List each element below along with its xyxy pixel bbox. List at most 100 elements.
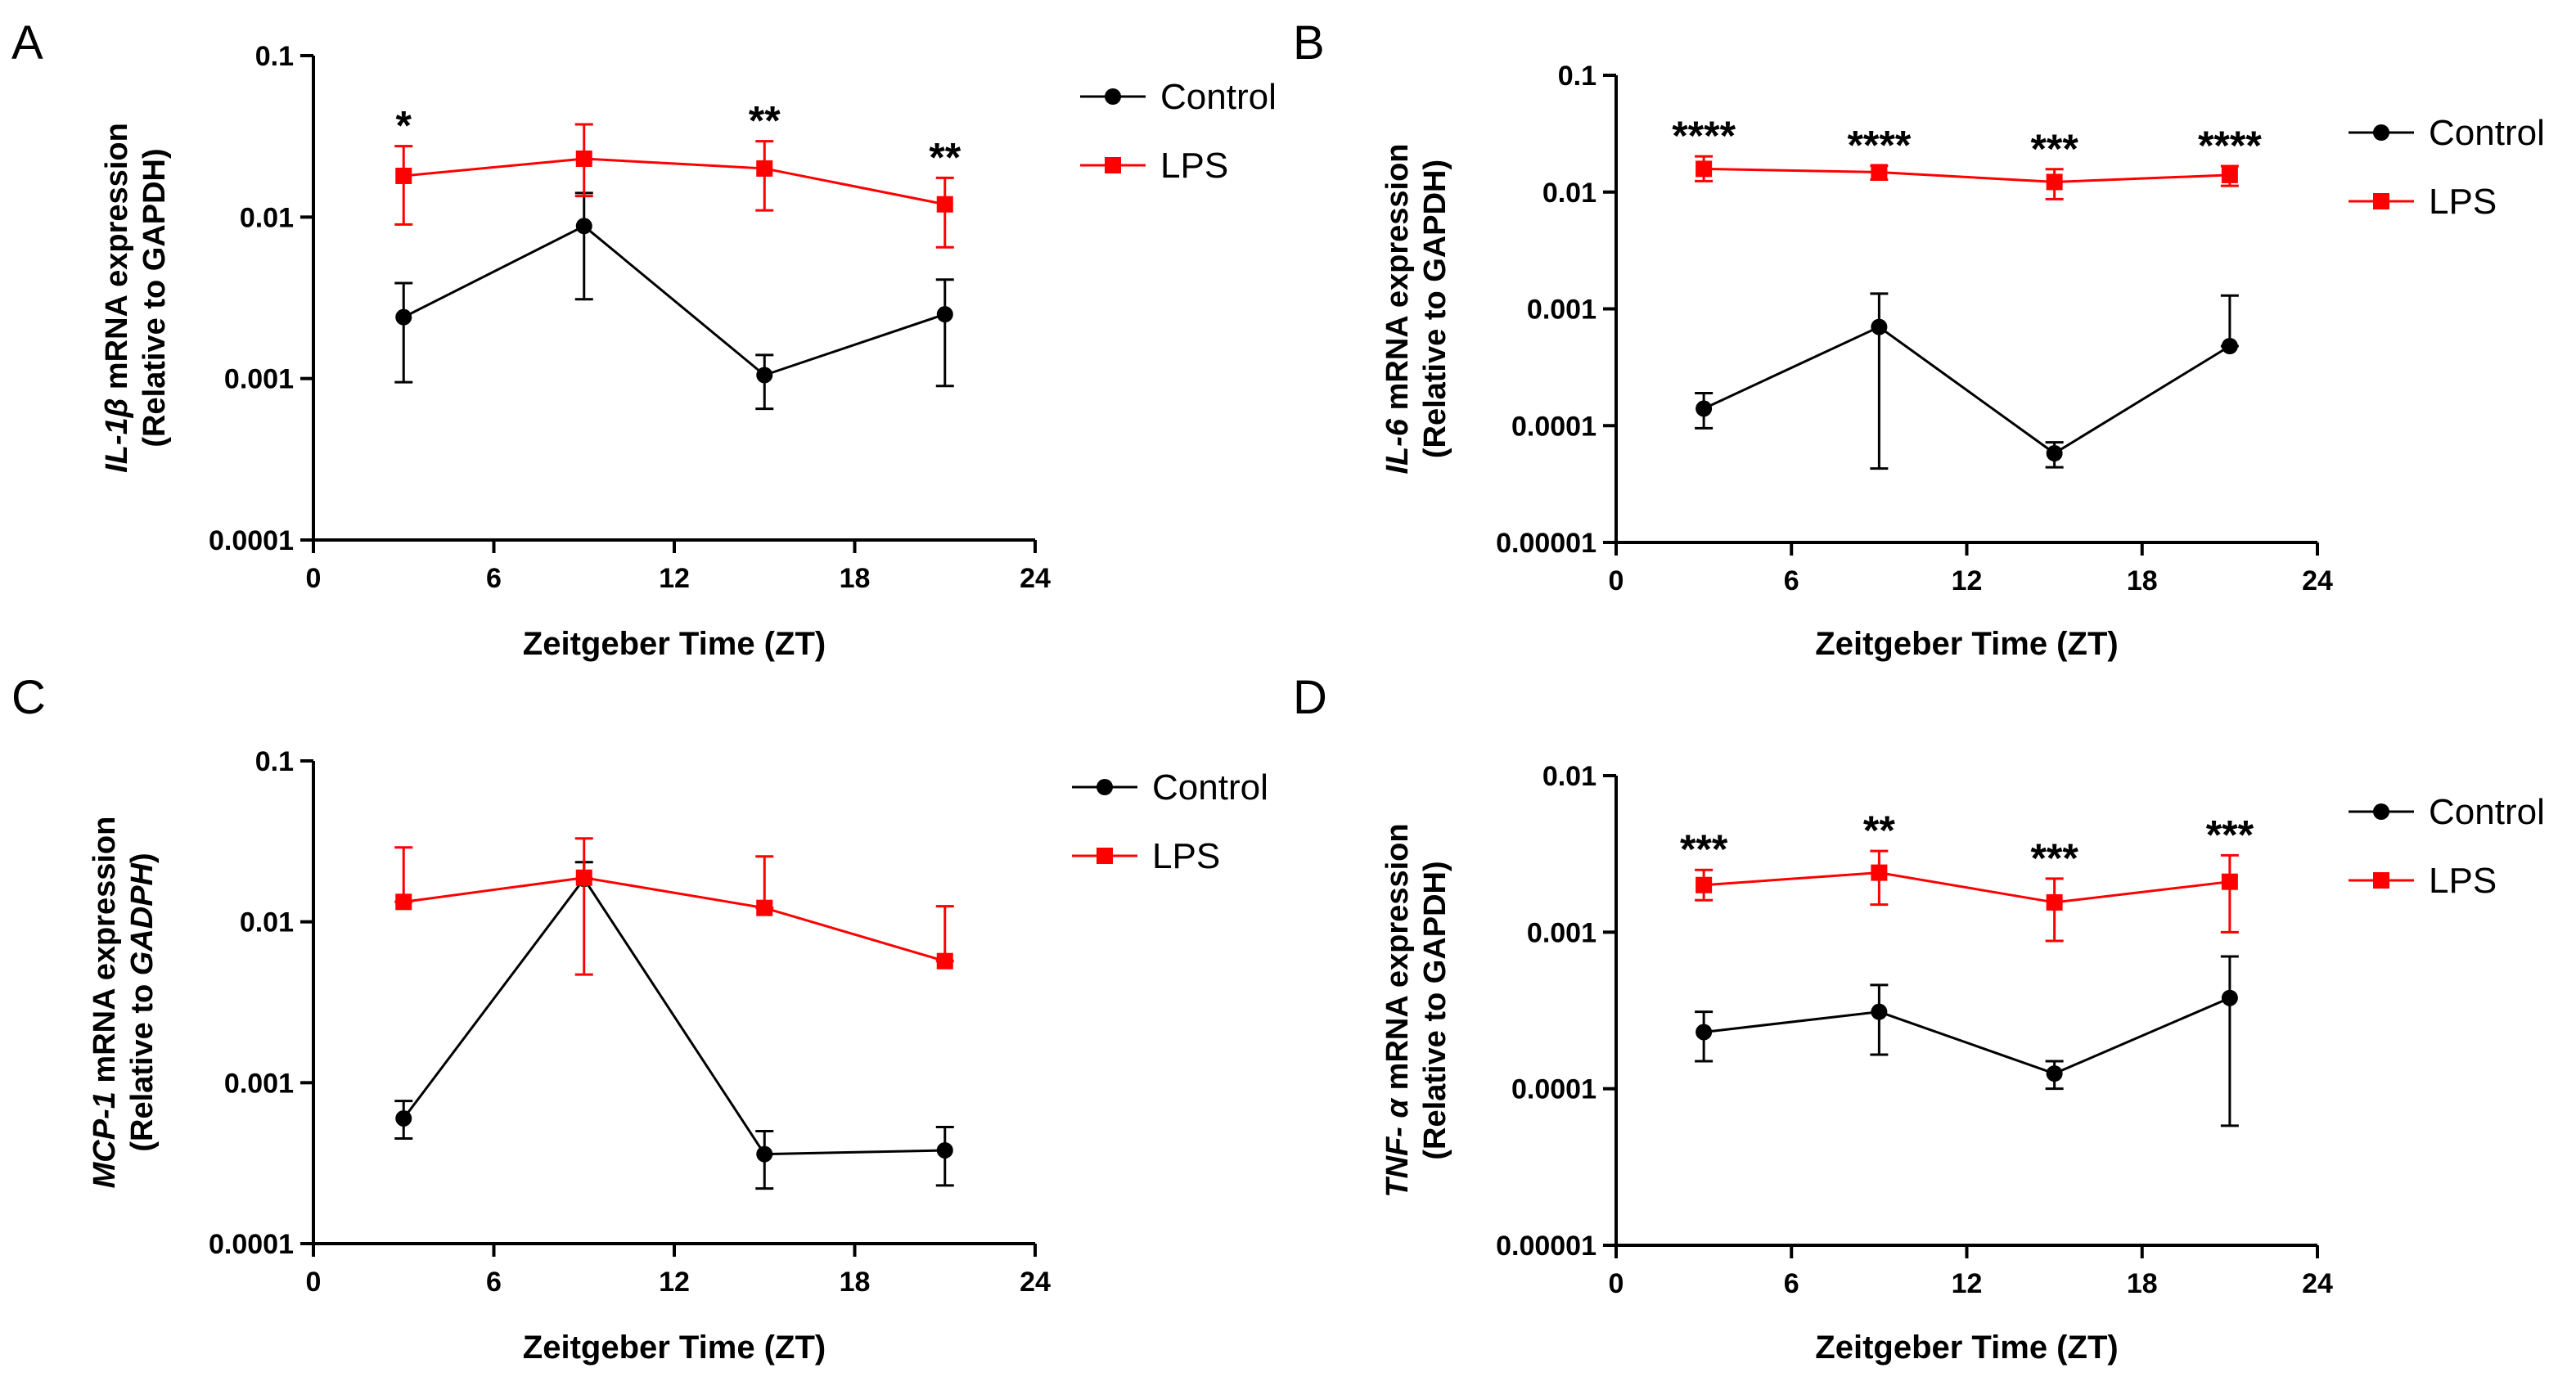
panel-letter: B [1293, 16, 1325, 70]
data-point [756, 160, 773, 177]
y-tick-label: 0.0001 [209, 525, 294, 556]
y-axis-gene-name: MCP-1 [88, 1091, 122, 1188]
data-point [2221, 989, 2238, 1006]
series-line [1704, 167, 2230, 183]
series-line [403, 224, 946, 377]
data-point [2046, 445, 2063, 462]
data-point [395, 1109, 412, 1127]
y-axis-label: IL-6 mRNA expression (Relative to GAPDH) [1380, 143, 1452, 474]
y-axis-reference-gene: GAPDH [137, 159, 172, 271]
y-tick-label: 0.001 [1527, 295, 1596, 326]
legend-label: LPS [2429, 182, 2497, 222]
series-line [403, 876, 946, 963]
significance-marker: **** [1847, 123, 1911, 169]
data-point [1871, 318, 1888, 335]
x-axis-label: Zeitgeber Time (ZT) [1815, 626, 2118, 662]
y-axis-label-text: mRNA expression [88, 817, 122, 1091]
x-tick-label: 12 [1952, 565, 1983, 596]
y-tick-label: 0.1 [255, 746, 294, 777]
data-point [936, 196, 953, 213]
x-axis-label: Zeitgeber Time (ZT) [523, 1330, 826, 1366]
y-axis-label-prefix: (Relative to [125, 975, 160, 1151]
panel-b: B 0.00001 0.0001 0.001 0.01 0.1 0 6 12 18 24 Zeitge… [1293, 16, 2545, 662]
data-point [936, 952, 953, 970]
significance-marker: ** [749, 98, 781, 144]
y-axis-label-suffix: ) [1418, 861, 1452, 871]
series-lps [1695, 849, 2239, 943]
data-point [756, 1145, 773, 1163]
series-lps [394, 123, 954, 249]
data-point [2046, 173, 2063, 191]
data-point [575, 150, 592, 167]
significance-marker: ** [929, 134, 961, 180]
y-tick-label: 0.0001 [1511, 1074, 1596, 1105]
data-point [2046, 1065, 2063, 1082]
y-axis-label: TNF- α mRNA expression (Relative to GAPDH… [1380, 823, 1452, 1197]
significance-marker: * [396, 103, 412, 149]
x-tick-label: 6 [486, 1267, 502, 1298]
data-point [395, 893, 412, 911]
data-point [2221, 166, 2238, 183]
panel-letter: A [11, 16, 43, 70]
x-tick-label: 0 [306, 1267, 322, 1298]
y-tick-label: 0.001 [1527, 917, 1596, 948]
y-axis-label-prefix: (Relative to [1418, 282, 1452, 458]
data-point [1696, 400, 1713, 417]
y-axis-label-suffix: ) [1418, 160, 1452, 170]
series-line [403, 157, 946, 206]
y-tick-label: 0.0001 [209, 1229, 294, 1260]
legend: Control LPS [1072, 767, 1268, 876]
series-line [403, 876, 945, 1156]
data-point [575, 218, 592, 235]
series-control [394, 191, 954, 411]
significance-marker: **** [1672, 113, 1736, 159]
y-tick-label: 0.00001 [1496, 1231, 1596, 1262]
y-axis-label-prefix: (Relative to [1418, 983, 1452, 1159]
x-tick-label: 18 [2127, 1268, 2158, 1299]
x-tick-label: 12 [1952, 1268, 1983, 1299]
legend-label: LPS [1160, 146, 1228, 186]
x-axis-label: Zeitgeber Time (ZT) [1815, 1330, 2118, 1366]
data-point [1871, 864, 1888, 881]
y-axis-gene-name: IL-1β [100, 398, 134, 473]
legend-marker [2373, 193, 2389, 209]
y-axis-label-line1: MCP-1 mRNA expression [88, 817, 122, 1189]
legend-marker [1097, 848, 1113, 864]
y-axis-label: MCP-1 mRNA expression (Relative to GADPH) [88, 817, 160, 1189]
y-axis-label-text: mRNA expression [1380, 823, 1415, 1098]
significance-marker: *** [1680, 826, 1728, 872]
y-axis-label-prefix: (Relative to [137, 271, 172, 447]
data-point [936, 1141, 953, 1159]
x-tick-label: 18 [840, 563, 871, 594]
x-tick-label: 18 [840, 1267, 871, 1298]
panel-c: C 0.0001 0.001 0.01 0.1 0 6 12 18 24 Zeitgeber Tim… [11, 671, 1268, 1366]
legend-label: LPS [2429, 861, 2497, 901]
x-tick-label: 6 [486, 563, 502, 594]
data-point [2221, 873, 2238, 890]
panel-letter: D [1293, 671, 1327, 724]
significance-marker: *** [2206, 812, 2254, 857]
y-tick-label: 0.001 [224, 364, 294, 395]
x-tick-label: 0 [306, 563, 322, 594]
series-line [1704, 871, 2231, 904]
y-tick-label: 0.001 [224, 1068, 294, 1099]
data-point [575, 869, 592, 886]
x-tick-label: 6 [1784, 565, 1799, 596]
y-tick-label: 0.01 [240, 907, 294, 938]
x-tick-label: 24 [1020, 563, 1051, 594]
data-point [1871, 1003, 1888, 1020]
data-point [2221, 338, 2238, 355]
y-tick-label: 0.01 [1542, 761, 1596, 792]
series-control [1695, 955, 2239, 1127]
y-tick-label: 0.1 [255, 41, 294, 72]
x-tick-label: 24 [1020, 1267, 1051, 1298]
legend-marker [1097, 779, 1113, 795]
data-point [756, 367, 773, 384]
significance-marker: **** [2198, 123, 2262, 169]
series-lps [1695, 155, 2239, 200]
significance-marker: *** [2030, 835, 2078, 881]
y-tick-label: 0.01 [1542, 178, 1596, 209]
series-control [394, 861, 954, 1190]
series-lps [394, 837, 954, 976]
